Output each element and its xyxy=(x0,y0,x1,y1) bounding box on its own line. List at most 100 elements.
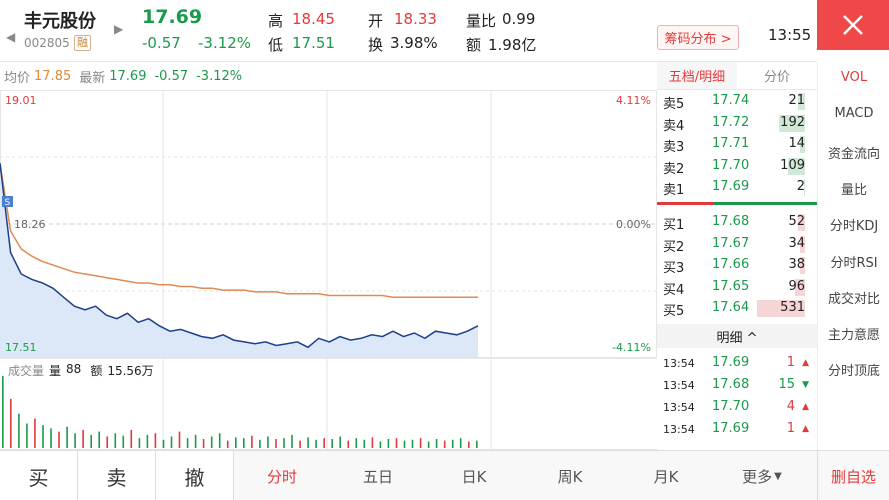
depth-volume-bar xyxy=(800,257,805,275)
intraday-chart[interactable]: 19.01 18.26 17.51 4.11% 0.00% -4.11% S xyxy=(0,90,657,358)
price-change-pct: -3.12% xyxy=(198,34,252,52)
indicator-7[interactable]: 主力意愿 xyxy=(827,328,880,344)
volume-bar xyxy=(451,439,454,448)
next-stock-icon[interactable]: ▶ xyxy=(114,22,124,36)
tab-weekly-k[interactable]: 周K xyxy=(557,467,583,486)
chip-distribution-button[interactable]: 筹码分布 > xyxy=(657,25,739,50)
indicator-4[interactable]: 分时KDJ xyxy=(829,219,879,235)
sell-button[interactable]: 卖 xyxy=(78,451,156,500)
last-price: 17.69 xyxy=(142,6,203,28)
volume-bar xyxy=(42,425,44,448)
volume-bar xyxy=(34,418,36,448)
depth-price: 17.66 xyxy=(712,257,750,273)
depth-price: 17.74 xyxy=(712,93,750,108)
tick-time: 13:54 xyxy=(663,379,695,392)
depth-volume-bar xyxy=(800,235,805,253)
volume-bar xyxy=(275,439,277,448)
tab-price-distribution[interactable]: 分价 xyxy=(763,70,790,85)
tab-daily-k[interactable]: 日K xyxy=(461,467,487,486)
indicator-0[interactable]: VOL xyxy=(840,70,868,85)
depth-label: 买2 xyxy=(663,239,685,255)
depth-volume-bar xyxy=(803,179,805,197)
tick-time: 13:54 xyxy=(663,401,695,414)
volume-bar xyxy=(331,439,333,448)
depth-volume: 192 xyxy=(780,114,805,130)
tick-volume: 1 xyxy=(786,355,795,370)
ask-row[interactable]: 卖4 17.72 192 xyxy=(657,113,817,134)
volume-bar xyxy=(283,438,285,448)
volume-bar xyxy=(243,438,245,448)
volume-bar xyxy=(138,438,141,448)
tab-depth[interactable]: 五档/明细 xyxy=(657,62,737,89)
ask-row[interactable]: 卖5 17.74 21 xyxy=(657,91,817,112)
volume-label: 成交量 xyxy=(8,364,45,378)
volume-bar xyxy=(130,430,133,448)
bid-row[interactable]: 买3 17.66 38 xyxy=(657,255,817,276)
ask-row[interactable]: 卖3 17.71 14 xyxy=(657,134,817,155)
depth-price: 17.65 xyxy=(712,278,750,294)
bid-row[interactable]: 买5 17.64 531 xyxy=(657,298,817,319)
close-icon xyxy=(843,15,863,35)
depth-label: 卖3 xyxy=(663,140,685,156)
bid-row[interactable]: 买2 17.67 34 xyxy=(657,234,817,255)
tick-time: 13:54 xyxy=(663,357,695,370)
volume-bar xyxy=(210,436,213,448)
depth-volume-bar xyxy=(778,114,805,132)
open-label: 开 xyxy=(368,12,384,30)
volume-bar xyxy=(114,433,117,448)
remove-favorite-button[interactable]: 删自选 xyxy=(817,451,889,500)
trade-tick-row: 13:54 17.70 4 ▲ xyxy=(657,396,817,418)
depth-price: 17.68 xyxy=(712,214,750,229)
volume-bar xyxy=(395,438,398,448)
volume-bar xyxy=(411,439,414,448)
depth-label: 买5 xyxy=(663,304,685,320)
amount-value: 1.98亿 xyxy=(488,36,537,54)
latest-value: 17.69 xyxy=(109,68,147,84)
tab-five-day[interactable]: 五日 xyxy=(362,467,393,486)
indicator-5[interactable]: 分时RSI xyxy=(830,255,878,271)
bid-row[interactable]: 买1 17.68 52 xyxy=(657,212,817,233)
ask-row[interactable]: 卖2 17.70 109 xyxy=(657,156,817,177)
prev-stock-icon[interactable]: ◀ xyxy=(6,30,16,44)
sell-marker: S xyxy=(5,198,11,208)
indicator-1[interactable]: MACD xyxy=(834,106,874,122)
trade-tick-row: 13:54 17.68 15 ▼ xyxy=(657,374,817,396)
depth-label: 买1 xyxy=(663,218,685,233)
amount-label: 额 xyxy=(466,36,482,54)
indicator-3[interactable]: 量比 xyxy=(840,182,867,198)
tab-more[interactable]: 更多 ▼ xyxy=(714,451,810,500)
indicator-2[interactable]: 资金流向 xyxy=(827,146,880,162)
stock-code: 002805 xyxy=(24,36,70,50)
volume-bar xyxy=(355,438,358,448)
depth-volume-bar xyxy=(797,214,805,231)
margin-tag: 融 xyxy=(74,35,91,51)
close-button[interactable] xyxy=(817,0,889,50)
y-mid-label: 18.26 xyxy=(14,218,46,231)
tab-monthly-k[interactable]: 月K xyxy=(653,467,679,486)
ask-row[interactable]: 卖1 17.69 2 xyxy=(657,177,817,198)
volume-bar xyxy=(267,436,269,448)
bid-row[interactable]: 买4 17.65 96 xyxy=(657,277,817,298)
volume-bar xyxy=(58,431,60,448)
volume-bar xyxy=(82,430,84,448)
volume-bar xyxy=(251,435,253,448)
depth-tabs: 五档/明细 分价 xyxy=(657,62,817,90)
volume-bar xyxy=(154,433,157,448)
detail-toggle[interactable]: 明细 ^ xyxy=(657,324,817,348)
cancel-order-button[interactable]: 撤 xyxy=(156,451,234,500)
sell-marker-bg xyxy=(2,196,13,207)
depth-volume: 38 xyxy=(788,257,805,273)
volume-bar xyxy=(122,435,125,448)
volume-bar xyxy=(178,431,181,448)
indicator-6[interactable]: 成交对比 xyxy=(827,291,880,307)
depth-volume: 2 xyxy=(796,179,805,195)
volume-bar xyxy=(2,376,4,448)
tab-intraday[interactable]: 分时 xyxy=(266,467,297,486)
latest-label: 最新 xyxy=(79,70,106,86)
indicator-8[interactable]: 分时顶底 xyxy=(827,364,880,380)
tick-price: 17.69 xyxy=(712,421,750,436)
tick-time: 13:54 xyxy=(663,423,695,436)
volume-bar xyxy=(50,428,52,448)
buy-button[interactable]: 买 xyxy=(0,451,78,500)
volume-bar xyxy=(419,438,422,448)
